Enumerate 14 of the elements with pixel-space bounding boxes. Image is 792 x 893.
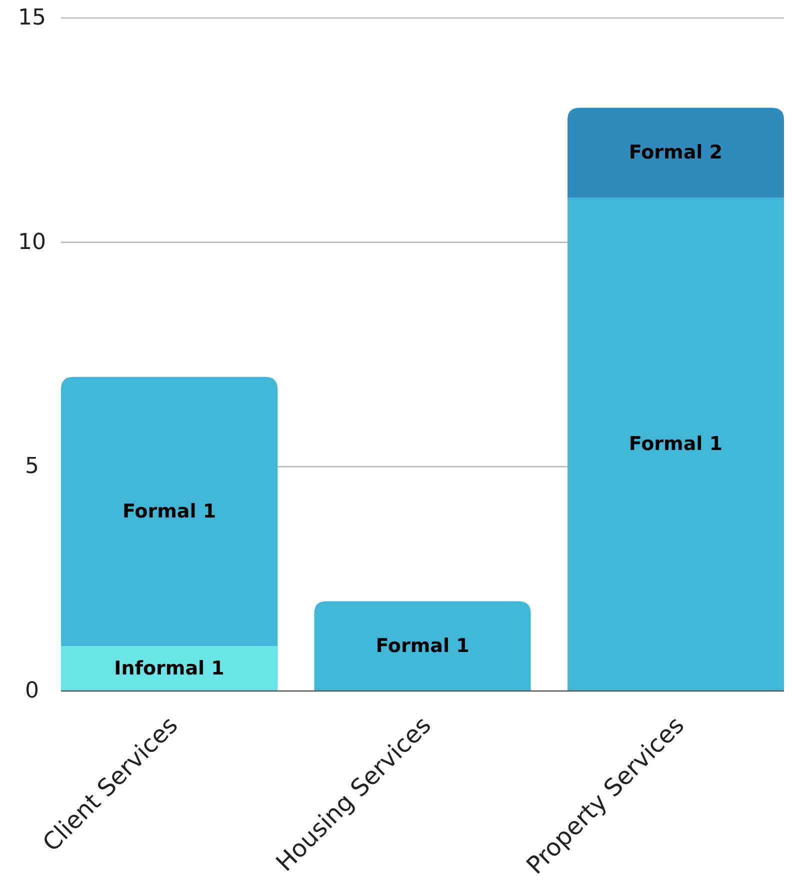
series-label: Formal 2 xyxy=(628,142,723,164)
y-tick-label: 15 xyxy=(18,6,46,30)
text: Formal 1 xyxy=(122,500,216,523)
bar xyxy=(567,108,784,198)
bar xyxy=(61,376,278,646)
series-label: Informal 1 xyxy=(114,658,224,680)
bar xyxy=(61,646,278,691)
bar xyxy=(567,197,784,691)
text: Formal 1 xyxy=(628,433,723,456)
bar xyxy=(314,601,531,691)
y-tick-label: 10 xyxy=(18,230,46,255)
y-tick-label: 0 xyxy=(25,678,39,704)
series-label: Formal 1 xyxy=(376,635,470,658)
y-tick-label: 5 xyxy=(25,454,39,480)
